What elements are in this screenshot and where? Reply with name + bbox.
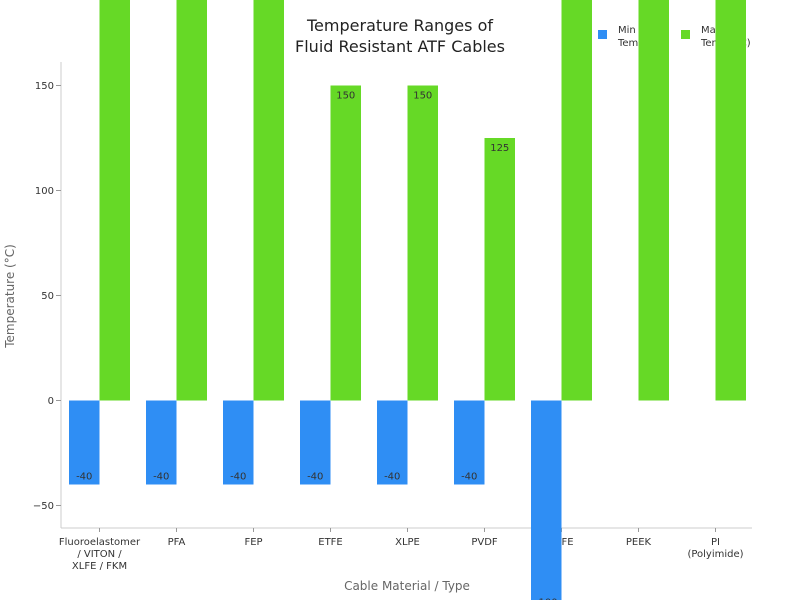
data-labels: -40-40-40-40-40-40-100200250200150150125… <box>76 91 558 600</box>
x-tick-label: PVDF <box>471 537 498 548</box>
bar-value-label: -40 <box>307 472 323 483</box>
min-temp-bar <box>300 400 331 485</box>
bar-value-label: -100 <box>535 598 558 600</box>
min-temp-bar <box>531 400 562 600</box>
max-temp-bar <box>253 0 284 401</box>
x-tick-label: PI <box>711 537 720 548</box>
y-tick-label: 0 <box>48 396 54 407</box>
y-tick-label: 100 <box>35 186 54 197</box>
max-temp-bar <box>176 0 207 401</box>
bar-value-label: -40 <box>76 472 92 483</box>
max-temp-bar <box>561 0 592 401</box>
y-axis-label: Temperature (°C) <box>3 244 17 349</box>
bar-value-label: -40 <box>153 472 169 483</box>
legend-swatch <box>598 30 607 39</box>
x-tick-label: / VITON / <box>77 549 122 560</box>
x-axis-label: Cable Material / Type <box>344 579 470 593</box>
max-temp-bar <box>484 138 515 401</box>
bar-value-label: -40 <box>384 472 400 483</box>
y-tick-label: 150 <box>35 81 54 92</box>
x-tick-label: FEP <box>244 537 262 548</box>
x-tick-label: Fluoroelastomer <box>59 537 141 548</box>
min-temp-bar <box>223 400 254 485</box>
x-tick-label: PFA <box>168 537 186 548</box>
chart-title-line: Fluid Resistant ATF Cables <box>295 37 505 56</box>
axes: −100−50050100150200250300Fluoroelastomer… <box>33 62 752 572</box>
x-tick-label: XLFE / FKM <box>72 561 127 572</box>
bar-value-label: -40 <box>230 472 246 483</box>
max-temp-bar <box>638 0 669 401</box>
x-tick-label: PEEK <box>626 537 652 548</box>
y-tick-label: 50 <box>41 291 54 302</box>
x-tick-label: ETFE <box>318 537 343 548</box>
legend-swatch <box>681 30 690 39</box>
min-temp-bar <box>377 400 408 485</box>
bar-value-label: -40 <box>461 472 477 483</box>
bar-value-label: 125 <box>490 143 509 154</box>
chart-title: Temperature Ranges of Fluid Resistant ATF… <box>295 16 505 56</box>
max-temp-bar <box>330 85 361 401</box>
max-temp-bar <box>99 0 130 401</box>
max-temp-bar <box>715 0 746 401</box>
max-temp-bar <box>407 85 438 401</box>
bar-value-label: 150 <box>413 91 432 102</box>
x-tick-label: (Polyimide) <box>687 549 743 560</box>
bars <box>69 0 746 600</box>
y-tick-label: −50 <box>33 501 54 512</box>
legend-label: Min <box>618 25 636 36</box>
min-temp-bar <box>146 400 177 485</box>
min-temp-bar <box>69 400 100 485</box>
legend-label: Max <box>701 25 722 36</box>
chart-title-line: Temperature Ranges of <box>306 16 493 35</box>
bar-value-label: 150 <box>336 91 355 102</box>
min-temp-bar <box>454 400 485 485</box>
x-tick-label: XLPE <box>395 537 420 548</box>
